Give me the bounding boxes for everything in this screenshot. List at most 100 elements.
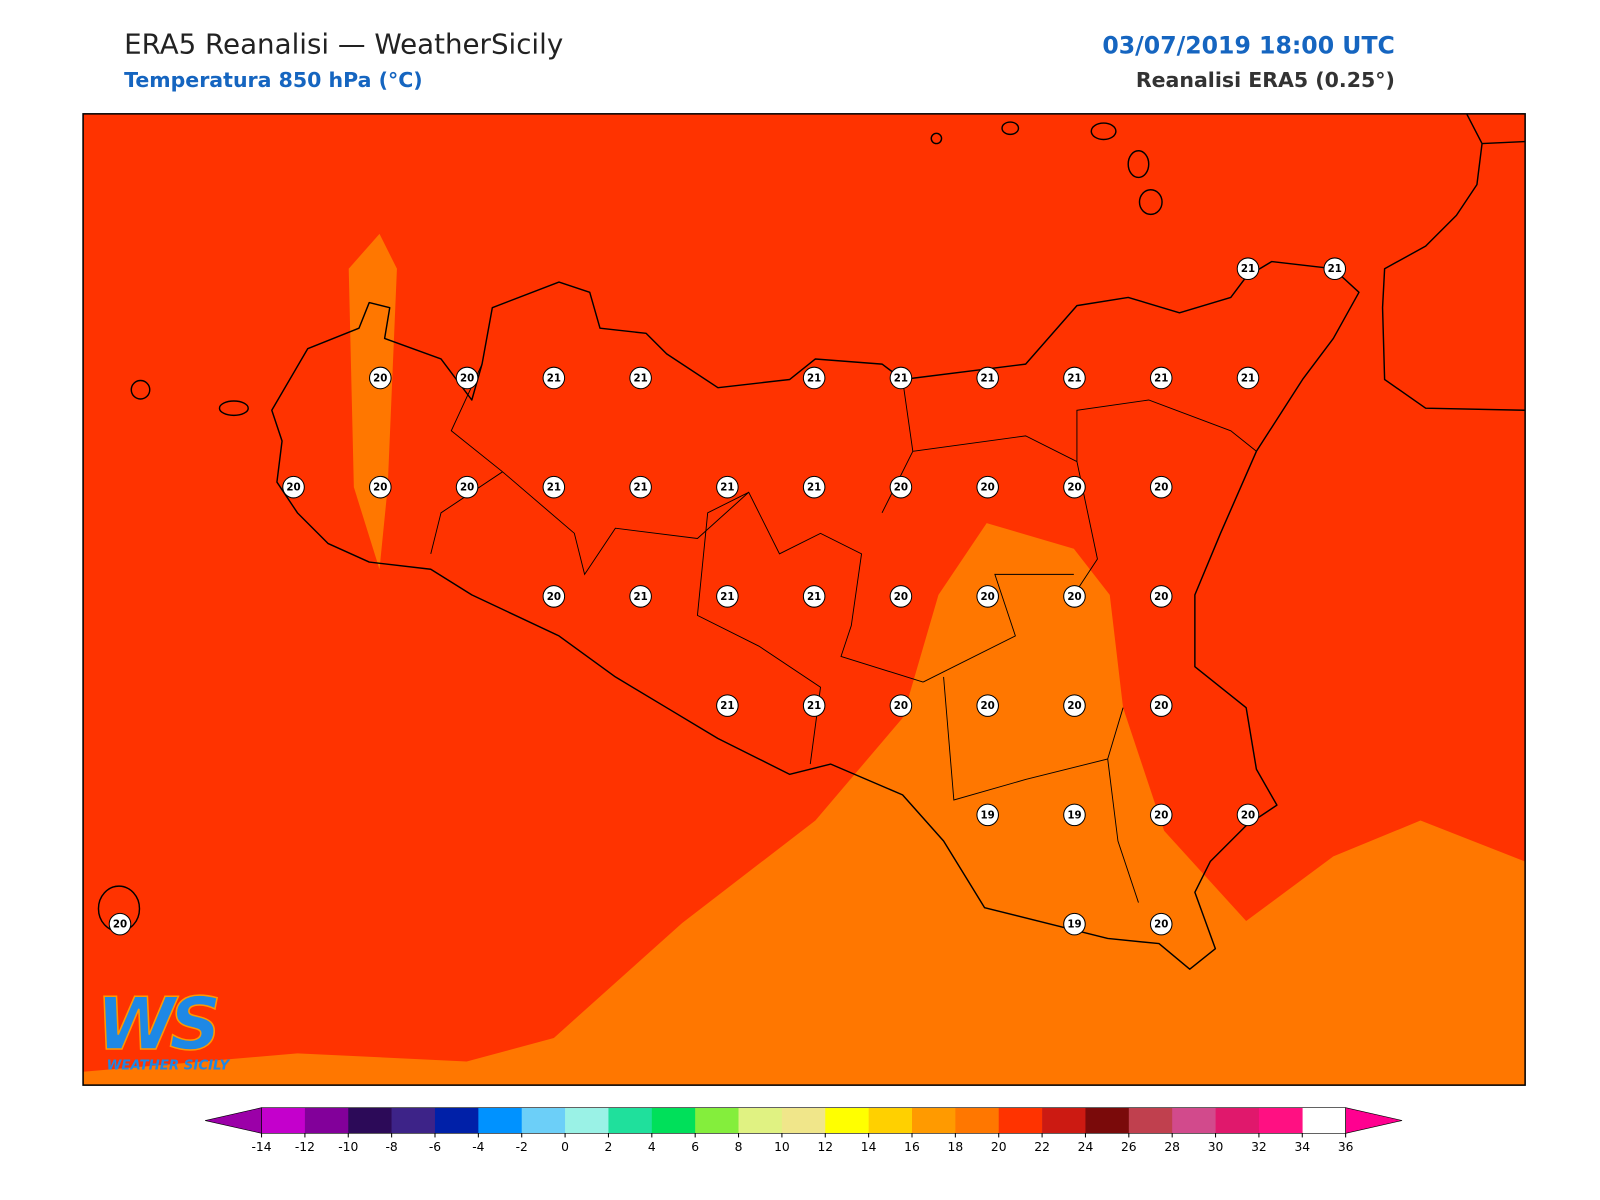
station-value: 21 [720, 700, 734, 712]
colorbar-tick-label: 8 [735, 1140, 743, 1154]
station-value: 20 [981, 482, 995, 494]
station-value: 20 [1154, 591, 1168, 603]
coastline [271, 260, 1360, 970]
station-value: 19 [1067, 919, 1081, 931]
station-value: 21 [1154, 372, 1168, 384]
colorbar-tick-label: 14 [861, 1140, 877, 1154]
station-value: 20 [981, 591, 995, 603]
station-marker [802, 694, 826, 717]
station-value: 21 [807, 482, 821, 494]
source: Reanalisi ERA5 (0.25°) [1136, 68, 1395, 92]
station-marker [1236, 366, 1260, 390]
island [930, 132, 943, 145]
station-value: 21 [981, 372, 995, 384]
station-marker [716, 475, 739, 499]
station-value: 20 [1154, 919, 1168, 931]
station-value: 21 [1241, 263, 1255, 275]
station-value: 20 [894, 591, 908, 603]
province-border [430, 363, 1257, 903]
station-value: 20 [1067, 700, 1081, 712]
station-value: 20 [1067, 482, 1081, 494]
colorbar-tick-label: 10 [774, 1140, 790, 1154]
warm-area [83, 523, 1526, 1086]
station-marker [802, 475, 826, 499]
colorbar-tick-label: -14 [251, 1140, 271, 1154]
colorbar-segment [1085, 1107, 1130, 1134]
island [218, 400, 249, 417]
colorbar-tick-label: 28 [1164, 1140, 1180, 1154]
colorbar-segment [565, 1107, 609, 1134]
colorbar-tick-label: -2 [516, 1140, 528, 1154]
colorbar-segment [391, 1107, 436, 1134]
colorbar-tick-label: 20 [991, 1140, 1007, 1154]
colorbar-tick-label: 2 [605, 1140, 613, 1154]
colorbar-tick-label: -10 [338, 1140, 358, 1154]
logo-name: WEATHER SICILY [107, 1059, 231, 1074]
colorbar-tick-label: 32 [1251, 1140, 1267, 1154]
coastline [1381, 113, 1526, 411]
station-value: 20 [1154, 700, 1168, 712]
subtitle: Temperatura 850 hPa (°C) [124, 68, 423, 92]
colorbar-segment [955, 1107, 1000, 1134]
station-value: 21 [807, 700, 821, 712]
station-value: 20 [460, 372, 474, 384]
colorbar-segment [261, 1107, 306, 1134]
colorbar-segment [521, 1107, 566, 1134]
colorbar-segment [1128, 1107, 1173, 1134]
station-marker [976, 694, 999, 717]
station-marker [369, 475, 392, 499]
colorbar-segment [1215, 1107, 1260, 1134]
map-frame [82, 113, 1526, 1086]
station-value: 21 [807, 591, 821, 603]
colorbar-tick-label: 4 [648, 1140, 656, 1154]
station-value: 21 [633, 372, 647, 384]
station-marker [629, 366, 652, 390]
colorbar-under [205, 1107, 262, 1134]
station-value: 20 [460, 482, 474, 494]
station-marker [889, 694, 913, 717]
station-marker [455, 366, 479, 390]
station-value: 20 [1067, 591, 1081, 603]
station-value: 20 [1241, 809, 1255, 821]
date: 03/07/2019 18:00 UTC [1102, 31, 1394, 59]
station-marker [1063, 803, 1086, 827]
colorbar-segment [304, 1107, 349, 1134]
colorbar-segment [608, 1107, 653, 1134]
station-marker [802, 366, 826, 390]
station-value: 20 [1154, 482, 1168, 494]
station-marker [108, 912, 132, 936]
station-marker [455, 475, 479, 499]
station-marker [1149, 366, 1173, 390]
colorbar-segment [1258, 1107, 1303, 1134]
station-marker [1323, 257, 1347, 280]
colorbar-frame [261, 1107, 1346, 1134]
colorbar-tick-label: 6 [691, 1140, 699, 1154]
station-marker [1063, 694, 1086, 717]
colorbar: -14 -12 -10 -8 -6 -4 -2 0 2 4 6 8 10 12 14 16 18 20 22 24 26… [205, 1107, 1403, 1154]
station-marker [976, 585, 999, 608]
station-value: 20 [547, 591, 561, 603]
station-value: 20 [373, 372, 387, 384]
colorbar-over [1345, 1107, 1403, 1134]
station-value: 20 [373, 482, 387, 494]
colorbar-segment [478, 1107, 523, 1134]
station-value: 20 [1154, 809, 1168, 821]
colorbar-segment [1172, 1107, 1216, 1134]
station-marker [542, 475, 566, 499]
station-value: 21 [547, 372, 561, 384]
station-marker [1149, 803, 1173, 827]
station-marker [1063, 475, 1086, 499]
station-value: 20 [981, 700, 995, 712]
colorbar-tick-label: 0 [561, 1140, 569, 1154]
station-value: 20 [113, 919, 127, 931]
station-marker [1063, 912, 1086, 936]
colorbar-segment [695, 1107, 739, 1134]
colorbar-segment [912, 1107, 956, 1134]
colorbar-tick-label: 26 [1121, 1140, 1137, 1154]
stations: 21 21 20 20 21 21 21 21 21 21 21 21 20 20 20 21 21 21 21 20… [108, 257, 1347, 936]
station-marker [976, 475, 999, 499]
colorbar-tick-label: 22 [1034, 1140, 1050, 1154]
colorbar-segment [781, 1107, 826, 1134]
map: 21 21 20 20 21 21 21 21 21 21 21 21 20 20 20 21 21 21 21 20… [82, 113, 1526, 1086]
station-marker [542, 585, 566, 608]
